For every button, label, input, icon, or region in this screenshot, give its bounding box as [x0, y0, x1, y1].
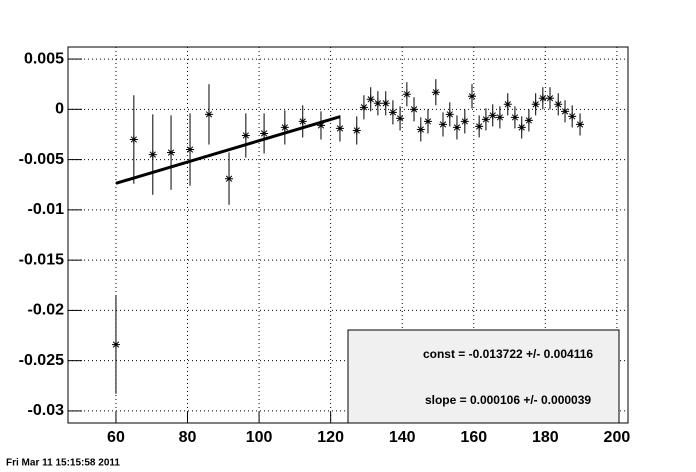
stats-box — [347, 329, 620, 424]
y-tick-label: -0.025 — [19, 352, 64, 369]
marker — [167, 148, 176, 157]
marker — [452, 123, 461, 132]
y-tick-label: -0.03 — [28, 402, 65, 419]
stats-text: slope = 0.000106 +/- 0.000039 — [425, 393, 591, 407]
marker — [396, 114, 405, 123]
y-tick-label: -0.015 — [19, 251, 64, 268]
marker — [410, 105, 419, 114]
marker — [475, 122, 484, 131]
marker — [359, 103, 368, 112]
x-tick-label: 160 — [460, 429, 487, 446]
marker — [431, 88, 440, 97]
marker — [148, 150, 157, 159]
x-tick-label: 60 — [107, 429, 125, 446]
timestamp: Fri Mar 11 15:15:58 2011 — [6, 458, 120, 469]
marker — [373, 99, 382, 108]
marker — [510, 113, 519, 122]
x-tick-label: 100 — [246, 429, 273, 446]
marker — [568, 112, 577, 121]
marker — [467, 92, 476, 101]
marker — [111, 340, 120, 349]
marker — [381, 99, 390, 108]
marker — [241, 131, 250, 140]
x-tick-label: 80 — [179, 429, 197, 446]
marker — [545, 94, 554, 103]
marker — [129, 135, 138, 144]
marker — [488, 111, 497, 120]
x-tick-label: 140 — [389, 429, 416, 446]
marker — [335, 124, 344, 133]
x-tick-label: 180 — [532, 429, 559, 446]
marker — [538, 94, 547, 103]
marker — [531, 100, 540, 109]
marker — [517, 123, 526, 132]
marker — [561, 107, 570, 116]
marker — [388, 108, 397, 117]
stats-text: const = -0.013722 +/- 0.004116 — [423, 347, 593, 361]
marker — [402, 90, 411, 99]
marker — [280, 123, 289, 132]
marker — [576, 120, 585, 129]
marker — [316, 121, 325, 130]
x-tick-label: 200 — [604, 429, 631, 446]
marker — [352, 126, 361, 135]
marker — [524, 116, 533, 125]
y-tick-label: 0 — [55, 101, 64, 118]
marker — [416, 125, 425, 134]
marker — [225, 174, 234, 183]
marker — [503, 100, 512, 109]
y-tick-label: -0.02 — [28, 302, 65, 319]
marker — [260, 129, 269, 138]
marker — [481, 115, 490, 124]
marker — [460, 117, 469, 126]
marker — [495, 113, 504, 122]
marker — [366, 95, 375, 104]
x-tick-label: 120 — [317, 429, 344, 446]
marker — [204, 110, 213, 119]
marker — [423, 117, 432, 126]
fit-line — [115, 115, 341, 185]
y-tick-label: -0.005 — [19, 151, 64, 168]
y-tick-label: -0.01 — [28, 201, 65, 218]
marker — [186, 145, 195, 154]
marker — [298, 117, 307, 126]
y-tick-label: 0.005 — [24, 50, 64, 67]
marker — [439, 120, 448, 129]
marker — [445, 110, 454, 119]
marker — [554, 100, 563, 109]
